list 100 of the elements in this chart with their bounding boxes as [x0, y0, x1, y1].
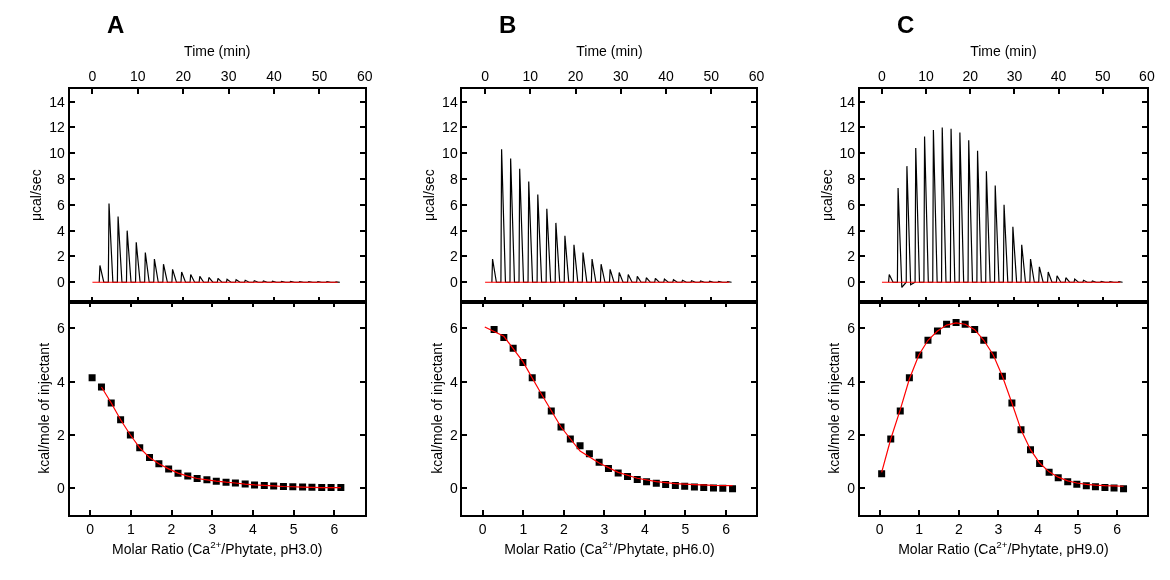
x-tick-label: 6: [722, 520, 731, 537]
y-tick-label: 2: [449, 426, 458, 443]
y-tick-label: 8: [847, 170, 856, 187]
x-tick-label: 3: [994, 520, 1003, 537]
y-tick-label: 0: [449, 274, 458, 291]
y-axis-title: μcal/sec: [28, 169, 45, 221]
y-tick-label: 0: [847, 274, 856, 291]
x-tick-label: 2: [954, 520, 963, 537]
y-tick-label: 10: [49, 145, 66, 162]
x-tick-label: 0: [478, 520, 487, 537]
x-tick-label: 50: [311, 68, 328, 85]
point: [878, 470, 886, 478]
y-tick-label: 6: [57, 320, 66, 337]
line-series: [98, 202, 341, 283]
x-tick-label: 1: [915, 520, 924, 537]
x-axis-title: Molar Ratio (Ca$^{2+}$/Phytate, pH6.0): [504, 538, 715, 557]
y-tick-label: 6: [847, 196, 856, 213]
x-tick-label: 4: [1034, 520, 1043, 537]
x-tick-label: 5: [289, 520, 298, 537]
x-tick-label: 10: [130, 68, 146, 85]
x-tick-label: 2: [559, 520, 568, 537]
x-tick-label: 20: [175, 68, 192, 85]
x-tick-label: 10: [522, 68, 539, 85]
x-tick-label: 0: [878, 68, 887, 85]
x-tick-label: 2: [167, 520, 176, 537]
y-tick-label: 0: [449, 480, 458, 497]
x-tick-label: 3: [600, 520, 609, 537]
y-tick-label: 2: [449, 248, 458, 265]
x-tick-label: 30: [1006, 68, 1023, 85]
y-tick-label: 0: [847, 480, 856, 497]
y-axis-title: kcal/mole of injectant: [36, 342, 53, 474]
x-axis-title: Time (min): [576, 43, 643, 60]
y-tick-label: 2: [57, 426, 66, 443]
y-tick-label: 12: [49, 119, 66, 136]
y-tick-label: 4: [847, 373, 856, 390]
x-tick-label: 6: [330, 520, 339, 537]
chart-title: A: [107, 11, 125, 38]
x-axis-title: Molar Ratio (Ca$^{2+}$/Phytate, pH9.0): [898, 538, 1109, 557]
y-tick-label: 2: [847, 248, 856, 265]
y-axis-title: μcal/sec: [818, 169, 835, 221]
y-tick-label: 4: [57, 373, 66, 390]
line-series: [887, 126, 1124, 289]
y-axis-title: kcal/mole of injectant: [428, 342, 445, 474]
x-tick-label: 40: [1050, 68, 1067, 85]
x-axis-title: Time (min): [970, 43, 1037, 60]
y-tick-label: 6: [449, 196, 458, 213]
y-tick-label: 14: [49, 93, 66, 110]
x-tick-label: 60: [357, 68, 373, 85]
chart-title: C: [897, 11, 915, 38]
y-tick-label: 12: [442, 119, 458, 136]
y-axis-title: μcal/sec: [421, 169, 438, 221]
y-tick-label: 2: [57, 248, 66, 265]
y-tick-label: 4: [449, 222, 458, 239]
x-tick-label: 4: [641, 520, 650, 537]
y-tick-label: 8: [449, 170, 458, 187]
line-series: [491, 148, 733, 283]
x-tick-label: 50: [1094, 68, 1111, 85]
x-tick-label: 1: [126, 520, 135, 537]
x-tick-label: 30: [612, 68, 629, 85]
x-tick-label: 50: [703, 68, 720, 85]
x-tick-label: 0: [88, 68, 97, 85]
point: [88, 374, 96, 382]
y-tick-label: 10: [839, 145, 856, 162]
point: [729, 485, 737, 493]
x-tick-label: 1: [519, 520, 528, 537]
x-tick-label: 5: [1073, 520, 1082, 537]
y-tick-label: 14: [442, 93, 458, 110]
x-tick-label: 0: [86, 520, 95, 537]
x-tick-label: 0: [481, 68, 490, 85]
y-tick-label: 14: [839, 93, 856, 110]
y-tick-label: 6: [847, 320, 856, 337]
y-tick-label: 4: [57, 222, 66, 239]
y-tick-label: 0: [57, 274, 66, 291]
x-tick-label: 3: [208, 520, 217, 537]
x-tick-label: 60: [748, 68, 765, 85]
y-tick-label: 8: [57, 170, 66, 187]
point: [576, 442, 584, 450]
x-tick-label: 10: [918, 68, 935, 85]
x-tick-label: 20: [962, 68, 979, 85]
y-tick-label: 12: [839, 119, 856, 136]
y-tick-label: 10: [442, 145, 458, 162]
x-axis-title: Molar Ratio (Ca$^{2+}$/Phytate, pH3.0): [112, 538, 323, 557]
y-tick-label: 2: [847, 426, 856, 443]
y-tick-label: 6: [57, 196, 66, 213]
x-tick-label: 30: [220, 68, 237, 85]
point: [337, 484, 345, 492]
x-tick-label: 40: [266, 68, 283, 85]
y-tick-label: 6: [449, 320, 458, 337]
x-tick-label: 0: [875, 520, 884, 537]
x-axis-title: Time (min): [184, 43, 251, 60]
y-tick-label: 0: [57, 480, 66, 497]
chart-title: B: [499, 11, 517, 38]
x-tick-label: 40: [658, 68, 674, 85]
y-axis-title: kcal/mole of injectant: [826, 342, 843, 474]
x-tick-label: 6: [1113, 520, 1122, 537]
y-tick-label: 4: [847, 222, 856, 239]
x-tick-label: 5: [681, 520, 690, 537]
x-tick-label: 4: [249, 520, 258, 537]
y-tick-label: 4: [449, 373, 458, 390]
x-tick-label: 60: [1139, 68, 1155, 85]
